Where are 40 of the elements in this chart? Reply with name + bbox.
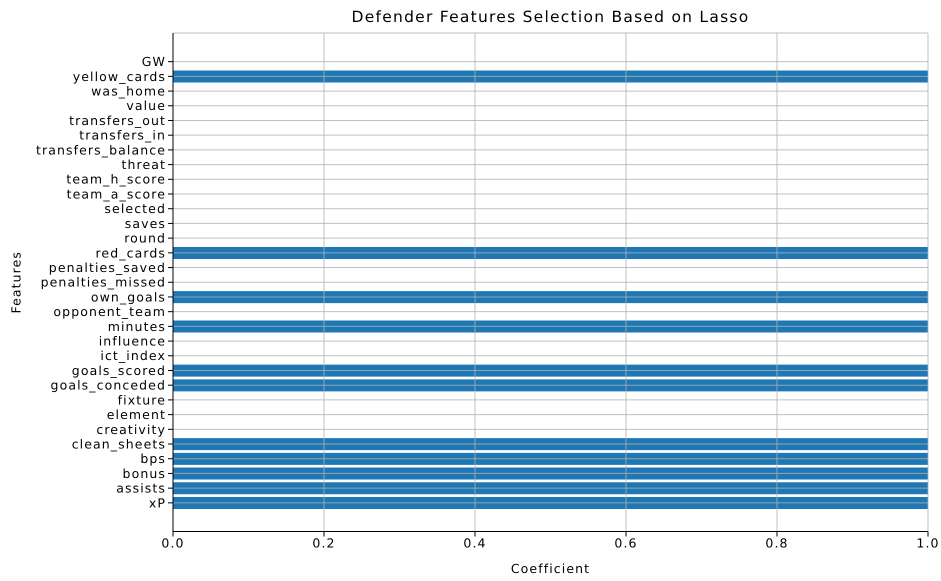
y-tick-label: yellow_cards (72, 68, 166, 84)
y-tick-label: transfers_out (69, 112, 166, 128)
y-tick-label: assists (116, 480, 166, 496)
y-tick-label: ict_index (100, 348, 166, 364)
y-tick-label: team_a_score (66, 186, 166, 202)
y-tick-label: creativity (96, 422, 166, 437)
x-tick-label: 0.4 (463, 535, 487, 550)
y-tick-label: value (126, 98, 166, 114)
y-tick-label: transfers_balance (36, 142, 166, 158)
y-tick-label: own_goals (90, 289, 166, 304)
y-tick-label: goals_conceded (50, 378, 166, 393)
y-tick-label: selected (104, 201, 166, 216)
x-tick-label: 1.0 (916, 535, 940, 550)
y-tick-label: threat (121, 157, 166, 172)
y-tick-label: penalties_missed (40, 274, 166, 290)
y-tick-label: GW (142, 54, 166, 70)
y-tick-label: bonus (122, 466, 166, 481)
y-tick-label: minutes (108, 318, 166, 334)
y-tick-label: goals_scored (72, 362, 166, 378)
y-tick-label: team_h_score (66, 172, 166, 187)
y-tick-label: element (106, 407, 166, 422)
y-tick-label: clean_sheets (72, 436, 166, 452)
chart-title: Defender Features Selection Based on Lasso (350, 8, 750, 26)
y-axis-title: Features (8, 250, 24, 314)
y-tick-label: influence (98, 334, 166, 349)
x-axis-title: Coefficient (510, 561, 590, 576)
y-tick-label: saves (124, 216, 166, 231)
x-tick-label: 0.2 (312, 535, 336, 550)
y-tick-label: bps (140, 451, 166, 466)
y-tick-label: transfers_in (79, 128, 166, 143)
y-tick-label: round (124, 230, 166, 246)
x-tick-label: 0.6 (614, 535, 638, 550)
y-tick-label: penalties_saved (48, 260, 166, 275)
x-tick-label: 0.8 (765, 535, 789, 550)
y-tick-label: opponent_team (53, 304, 166, 320)
x-tick-label: 0.0 (161, 535, 185, 550)
y-tick-label: red_cards (95, 245, 166, 260)
y-tick-label: fixture (118, 392, 166, 408)
y-tick-label: was_home (91, 84, 166, 99)
y-tick-label: xP (148, 495, 166, 510)
